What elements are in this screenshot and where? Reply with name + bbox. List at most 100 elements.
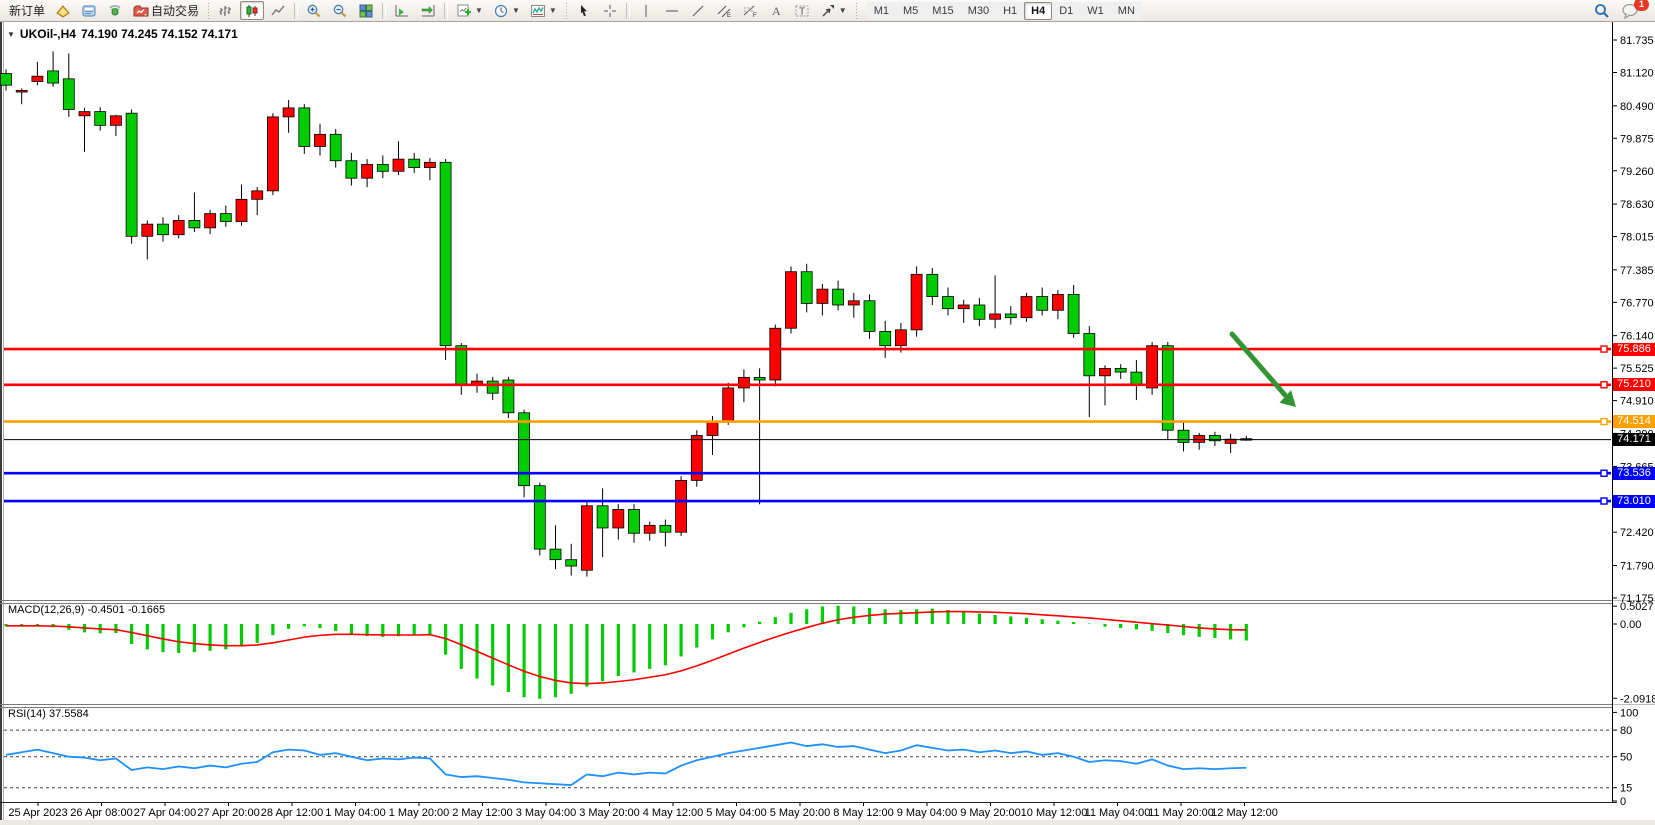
chevron-down-icon: ▼	[511, 6, 520, 15]
rsi-line	[5, 741, 1247, 786]
arrows-icon	[820, 3, 836, 19]
bar-chart-icon	[218, 3, 234, 19]
arrows-button[interactable]: ▼	[816, 1, 851, 20]
time-axis-label: 12 May 12:00	[1211, 807, 1278, 819]
new-order-label: 新订单	[9, 4, 46, 18]
chart-dropdown-icon[interactable]: ▼	[7, 29, 15, 39]
time-axis-label: 4 May 12:00	[643, 807, 704, 819]
timeframe-button-M1[interactable]: M1	[866, 1, 896, 20]
timeframe-button-M30[interactable]: M30	[960, 1, 997, 20]
equidistant-channel-icon: E	[716, 3, 732, 19]
toolbar-grip	[564, 2, 568, 19]
crosshair-button[interactable]	[598, 1, 622, 20]
profiles-button[interactable]: ▼	[489, 1, 524, 20]
navigator-button[interactable]	[103, 1, 127, 20]
cursor-button[interactable]	[572, 1, 596, 20]
price-axis-tick: 79.875	[1620, 133, 1654, 145]
trendline-button[interactable]	[686, 1, 710, 20]
indicators-icon	[530, 3, 546, 19]
bar-chart-button[interactable]	[214, 1, 238, 20]
time-axis-label: 25 Apr 2023	[8, 807, 67, 819]
equidistant-channel-button[interactable]: E	[712, 1, 736, 20]
window-bottom-strip	[0, 820, 1655, 825]
market-watch-button[interactable]	[51, 1, 75, 20]
search-icon	[1593, 2, 1611, 20]
horizontal-line-button[interactable]	[660, 1, 684, 20]
rsi-axis-tick: 0	[1620, 796, 1626, 808]
timeframe-button-W1[interactable]: W1	[1080, 1, 1111, 20]
zoom-in-button[interactable]	[302, 1, 326, 20]
line-chart-icon	[270, 3, 286, 19]
chart-title[interactable]: ▼ UKOil-,H4 74.190 74.245 74.152 74.171	[7, 27, 238, 41]
data-window-icon	[81, 3, 97, 19]
toolbar-separator	[444, 2, 449, 19]
chart-shift-button[interactable]	[390, 1, 414, 20]
search-button[interactable]	[1589, 1, 1615, 20]
trendline-icon	[690, 3, 706, 19]
svg-text:T: T	[799, 6, 805, 17]
toolbar-separator	[625, 2, 630, 19]
vertical-line-button[interactable]	[634, 1, 658, 20]
auto-scroll-icon	[420, 3, 436, 19]
macd-histogram	[4, 605, 1248, 699]
svg-text:A: A	[772, 4, 781, 18]
tile-windows-button[interactable]	[354, 1, 378, 20]
rsi-indicator-label: RSI(14) 37.5584	[8, 708, 89, 720]
timeframe-button-H4[interactable]: H4	[1024, 1, 1053, 20]
indicators-button[interactable]: ▼	[526, 1, 561, 20]
timeframe-toolbar: M1 M5 M15 M30 H1 H4 D1 W1 MN	[866, 1, 1142, 20]
timeframe-button-MN[interactable]: MN	[1110, 1, 1142, 20]
rsi-axis-tick: 80	[1620, 725, 1632, 737]
level-price-badge: 75.210	[1613, 378, 1655, 392]
timeframe-button-M5[interactable]: M5	[896, 1, 926, 20]
price-axis-tick: 76.140	[1620, 331, 1654, 343]
line-chart-button[interactable]	[266, 1, 290, 20]
chat-button[interactable]: 1	[1617, 0, 1649, 20]
price-axis-tick: 71.790	[1620, 560, 1654, 572]
notification-badge: 1	[1634, 0, 1649, 11]
text-label-button[interactable]: T	[790, 1, 814, 20]
time-axis-label: 8 May 12:00	[833, 807, 894, 819]
text-button[interactable]: A	[764, 1, 788, 20]
timeframe-button-M15[interactable]: M15	[925, 1, 961, 20]
price-axis-tick: 74.910	[1620, 396, 1654, 408]
new-chart-button[interactable]: ▼	[452, 1, 487, 20]
auto-scroll-button[interactable]	[416, 1, 440, 20]
rsi-axis-tick: 100	[1620, 707, 1638, 719]
trend-arrow-annotation[interactable]	[1229, 331, 1296, 407]
new-order-button[interactable]: 新订单	[5, 1, 49, 20]
time-axis-label: 28 Apr 12:00	[261, 807, 323, 819]
macd-axis-tick: -2.0918	[1620, 693, 1655, 705]
toolbar-grip	[854, 2, 858, 19]
zoom-out-icon	[332, 3, 348, 19]
data-window-button[interactable]	[77, 1, 101, 20]
auto-trading-icon	[133, 3, 149, 19]
new-chart-icon	[456, 3, 472, 19]
time-axis-label: 3 May 20:00	[579, 807, 640, 819]
price-axis-tick: 71.175	[1620, 593, 1654, 605]
macd-signal-line	[6, 610, 1247, 685]
candlestick-chart-button[interactable]	[240, 1, 265, 20]
level-price-badge: 75.886	[1613, 342, 1655, 356]
zoom-out-button[interactable]	[328, 1, 352, 20]
price-axis-tick: 79.260	[1620, 166, 1654, 178]
auto-trading-label: 自动交易	[151, 4, 200, 18]
candlesticks	[0, 51, 1253, 577]
macd-axis-tick: 0.5027	[1620, 601, 1654, 613]
timeframe-button-D1[interactable]: D1	[1052, 1, 1081, 20]
price-axis-tick: 81.735	[1620, 35, 1654, 47]
time-axis-label: 11 May 20:00	[1148, 807, 1214, 819]
toolbar: 新订单 自动交易 ▼ ▼	[0, 0, 1655, 22]
price-axis-tick: 78.015	[1620, 232, 1654, 244]
time-axis-label: 9 May 04:00	[897, 807, 958, 819]
fibonacci-button[interactable]: F	[738, 1, 762, 20]
price-axis-tick: 72.420	[1620, 527, 1654, 539]
timeframe-button-H1[interactable]: H1	[996, 1, 1025, 20]
price-axis-tick: 77.385	[1620, 265, 1654, 277]
rsi-axis-tick: 15	[1620, 783, 1632, 795]
auto-trading-button[interactable]: 自动交易	[129, 1, 203, 20]
time-axis-label: 27 Apr 04:00	[134, 807, 196, 819]
current-price-badge: 74.171	[1613, 433, 1655, 447]
time-axis-label: 5 May 20:00	[770, 807, 831, 819]
